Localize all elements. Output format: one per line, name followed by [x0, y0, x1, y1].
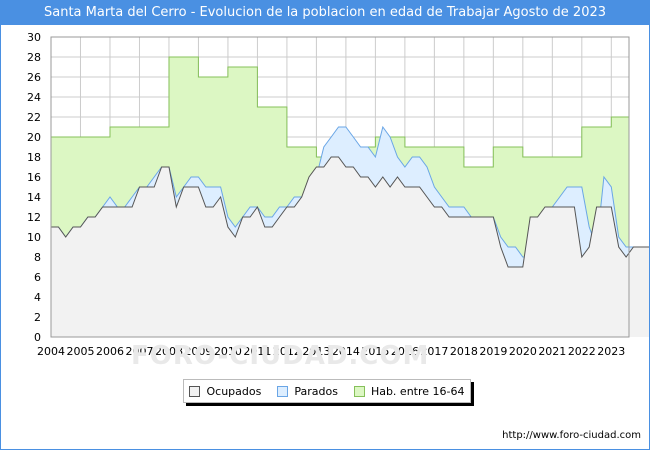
- y-tick-label: 2: [34, 311, 41, 324]
- legend-label-ocupados: Ocupados: [206, 384, 262, 398]
- y-tick-label: 4: [34, 291, 41, 304]
- watermark-text: FORO-CIUDAD.COM: [131, 341, 430, 371]
- x-tick-label: 2023: [597, 345, 625, 358]
- x-tick-label: 2008: [155, 345, 183, 358]
- legend-item-hab: Hab. entre 16-64: [353, 384, 465, 398]
- y-tick-label: 20: [27, 131, 41, 144]
- x-tick-label: 2005: [66, 345, 94, 358]
- y-tick-label: 0: [34, 331, 41, 344]
- x-tick-label: 2006: [96, 345, 124, 358]
- y-tick-label: 22: [27, 111, 41, 124]
- y-tick-label: 18: [27, 151, 41, 164]
- legend-item-ocupados: Ocupados: [189, 385, 261, 398]
- x-tick-label: 2013: [302, 345, 330, 358]
- source-credit: http://www.foro-ciudad.com: [502, 430, 641, 441]
- legend-item-parados: Parados: [277, 385, 338, 398]
- x-tick-label: 2004: [37, 345, 65, 358]
- y-tick-label: 24: [27, 91, 41, 104]
- y-tick-label: 28: [27, 51, 41, 64]
- legend-swatch-ocupados: [189, 385, 201, 397]
- x-tick-label: 2018: [450, 345, 478, 358]
- x-tick-label: 2009: [184, 345, 212, 358]
- legend-label-parados: Parados: [294, 384, 338, 398]
- legend-swatch-parados: [277, 385, 289, 397]
- chart-title: Santa Marta del Cerro - Evolucion de la …: [1, 1, 649, 25]
- x-tick-label: 2011: [243, 345, 271, 358]
- x-tick-label: 2021: [538, 345, 566, 358]
- line-ocupados: [51, 156, 649, 268]
- x-tick-label: 2010: [214, 345, 242, 358]
- y-tick-label: 6: [34, 271, 41, 284]
- y-tick-label: 26: [27, 71, 41, 84]
- plot-border: [50, 36, 630, 338]
- x-tick-label: 2015: [361, 345, 389, 358]
- x-tick-label: 2019: [479, 345, 507, 358]
- x-tick-label: 2007: [125, 345, 153, 358]
- x-tick-label: 2017: [420, 345, 448, 358]
- y-tick-label: 8: [34, 251, 41, 264]
- y-tick-label: 10: [27, 231, 41, 244]
- y-tick-label: 16: [27, 171, 41, 184]
- y-tick-label: 30: [27, 31, 41, 44]
- legend-swatch-hab: [353, 385, 365, 397]
- x-tick-label: 2012: [273, 345, 301, 358]
- x-tick-label: 2022: [568, 345, 596, 358]
- x-tick-label: 2016: [391, 345, 419, 358]
- line-parados: [51, 125, 649, 258]
- x-tick-label: 2020: [509, 345, 537, 358]
- chart-legend: Ocupados Parados Hab. entre 16-64: [183, 379, 471, 403]
- area-ocupados: [51, 157, 649, 337]
- y-tick-label: 14: [27, 191, 41, 204]
- x-tick-label: 2014: [332, 345, 360, 358]
- y-tick-label: 12: [27, 211, 41, 224]
- legend-label-hab: Hab. entre 16-64: [370, 384, 465, 398]
